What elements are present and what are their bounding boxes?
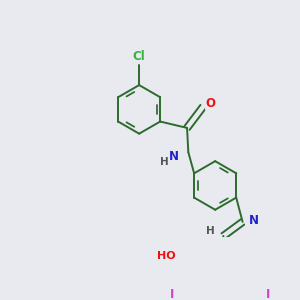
Text: H: H xyxy=(160,158,168,167)
Text: I: I xyxy=(170,288,175,300)
Text: I: I xyxy=(266,288,270,300)
Text: N: N xyxy=(169,149,179,163)
Text: O: O xyxy=(206,97,216,110)
Text: Cl: Cl xyxy=(133,50,146,63)
Text: N: N xyxy=(249,214,259,227)
Text: H: H xyxy=(206,226,215,236)
Text: HO: HO xyxy=(157,251,175,261)
